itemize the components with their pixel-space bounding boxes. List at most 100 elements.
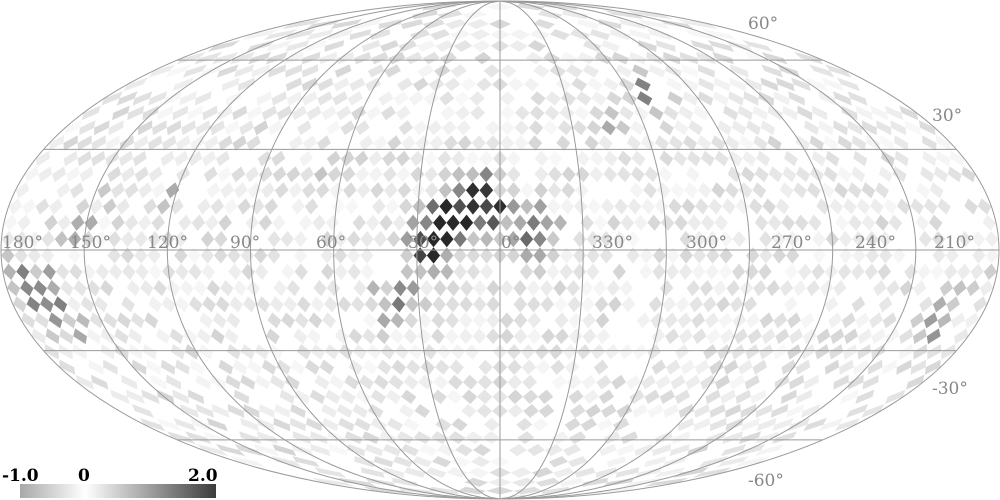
sky-pixel <box>818 120 834 136</box>
sky-pixel <box>932 230 946 248</box>
sky-pixel <box>652 444 671 457</box>
sky-pixel <box>540 296 555 313</box>
sky-pixel <box>692 230 707 248</box>
sky-pixel <box>479 198 494 215</box>
sky-pixel <box>604 10 644 20</box>
sky-pixel <box>750 389 767 404</box>
sky-pixel <box>437 444 455 457</box>
sky-pixel <box>651 359 666 375</box>
sky-pixel <box>542 486 571 495</box>
sky-pixel <box>615 64 633 78</box>
sky-pixel <box>460 280 474 297</box>
sky-pixel <box>193 280 207 297</box>
sky-pixel <box>591 344 606 360</box>
sky-pixel <box>752 359 767 375</box>
sky-pixel <box>543 51 561 65</box>
sky-pixel <box>281 263 295 280</box>
sky-pixel <box>63 150 78 167</box>
sky-pixel <box>825 150 840 167</box>
sky-pixel <box>472 328 487 345</box>
sky-pixel <box>563 444 581 457</box>
sky-pixel <box>754 444 785 457</box>
sky-pixel <box>720 389 736 404</box>
sky-pixel <box>853 359 869 375</box>
sky-pixel <box>175 359 190 375</box>
sky-pixel <box>697 182 712 199</box>
sky-pixel <box>459 214 474 231</box>
sky-pixel <box>483 417 500 432</box>
sky-pixel <box>253 444 280 457</box>
sky-pixel <box>663 404 679 418</box>
sky-pixel <box>918 120 936 136</box>
sky-pixel <box>725 404 741 418</box>
sky-pixel <box>741 166 755 183</box>
sky-pixel <box>69 263 83 280</box>
sky-pixel <box>666 77 683 92</box>
sky-pixel <box>220 280 234 297</box>
sky-pixel <box>761 51 788 65</box>
sky-pixel <box>706 247 720 264</box>
sky-pixel <box>370 389 386 404</box>
sky-pixel <box>324 296 338 313</box>
sky-pixel <box>160 359 176 375</box>
sky-pixel <box>367 404 384 418</box>
sky-pixel <box>534 182 548 199</box>
sky-pixel <box>716 456 749 468</box>
sky-pixel <box>453 230 467 248</box>
sky-pixel <box>679 247 693 264</box>
sky-pixel <box>440 230 454 248</box>
sky-pixel <box>812 230 826 248</box>
sky-pixel <box>583 389 599 404</box>
sky-pixel <box>170 198 184 215</box>
sky-pixel <box>184 344 199 360</box>
sky-pixel <box>102 198 117 215</box>
sky-pixel <box>198 344 213 360</box>
sky-pixel <box>306 29 335 41</box>
sky-pixel <box>726 280 740 297</box>
sky-pixel <box>738 431 762 444</box>
sky-pixel <box>807 182 821 199</box>
sky-pixel <box>706 328 721 345</box>
sky-pixel <box>4 214 18 231</box>
sky-pixel <box>910 359 926 375</box>
sky-pixel <box>611 51 629 65</box>
sky-pixel <box>455 105 471 121</box>
sky-pixel <box>366 344 381 360</box>
lon-label-210: 210° <box>934 233 975 253</box>
sky-pixel <box>224 120 240 136</box>
sky-pixel <box>391 359 407 375</box>
sky-pixel <box>870 198 884 215</box>
sky-pixel <box>301 64 319 78</box>
sky-pixel <box>431 389 447 404</box>
sky-pixel <box>70 182 84 199</box>
sky-pixel <box>16 263 30 280</box>
sky-pixel <box>639 263 653 280</box>
sky-pixel <box>451 417 468 432</box>
sky-pixel <box>73 328 87 345</box>
sky-pixel <box>535 344 549 360</box>
sky-pixel <box>852 247 866 264</box>
sky-pixel <box>465 182 480 199</box>
sky-pixel <box>262 105 277 121</box>
sky-pixel <box>121 230 135 248</box>
sky-pixel <box>276 105 292 121</box>
sky-pixel <box>618 19 646 30</box>
sky-pixel <box>410 166 425 183</box>
sky-pixel <box>654 198 669 215</box>
sky-pixel <box>979 280 994 297</box>
sky-pixel <box>233 389 250 404</box>
sky-pixel <box>483 64 500 78</box>
sky-pixel <box>31 328 46 345</box>
sky-pixel <box>161 296 176 313</box>
sky-pixel <box>379 214 393 231</box>
sky-pixel <box>121 374 138 390</box>
sky-pixel <box>767 105 783 121</box>
sky-pixel <box>754 214 769 231</box>
sky-pixel <box>431 431 449 444</box>
sky-pixel <box>393 280 407 297</box>
sky-pixel <box>760 120 776 136</box>
sky-pixel <box>516 417 533 432</box>
sky-pixel <box>705 389 721 404</box>
sky-pixel <box>632 64 649 78</box>
sky-pixel <box>401 135 416 151</box>
